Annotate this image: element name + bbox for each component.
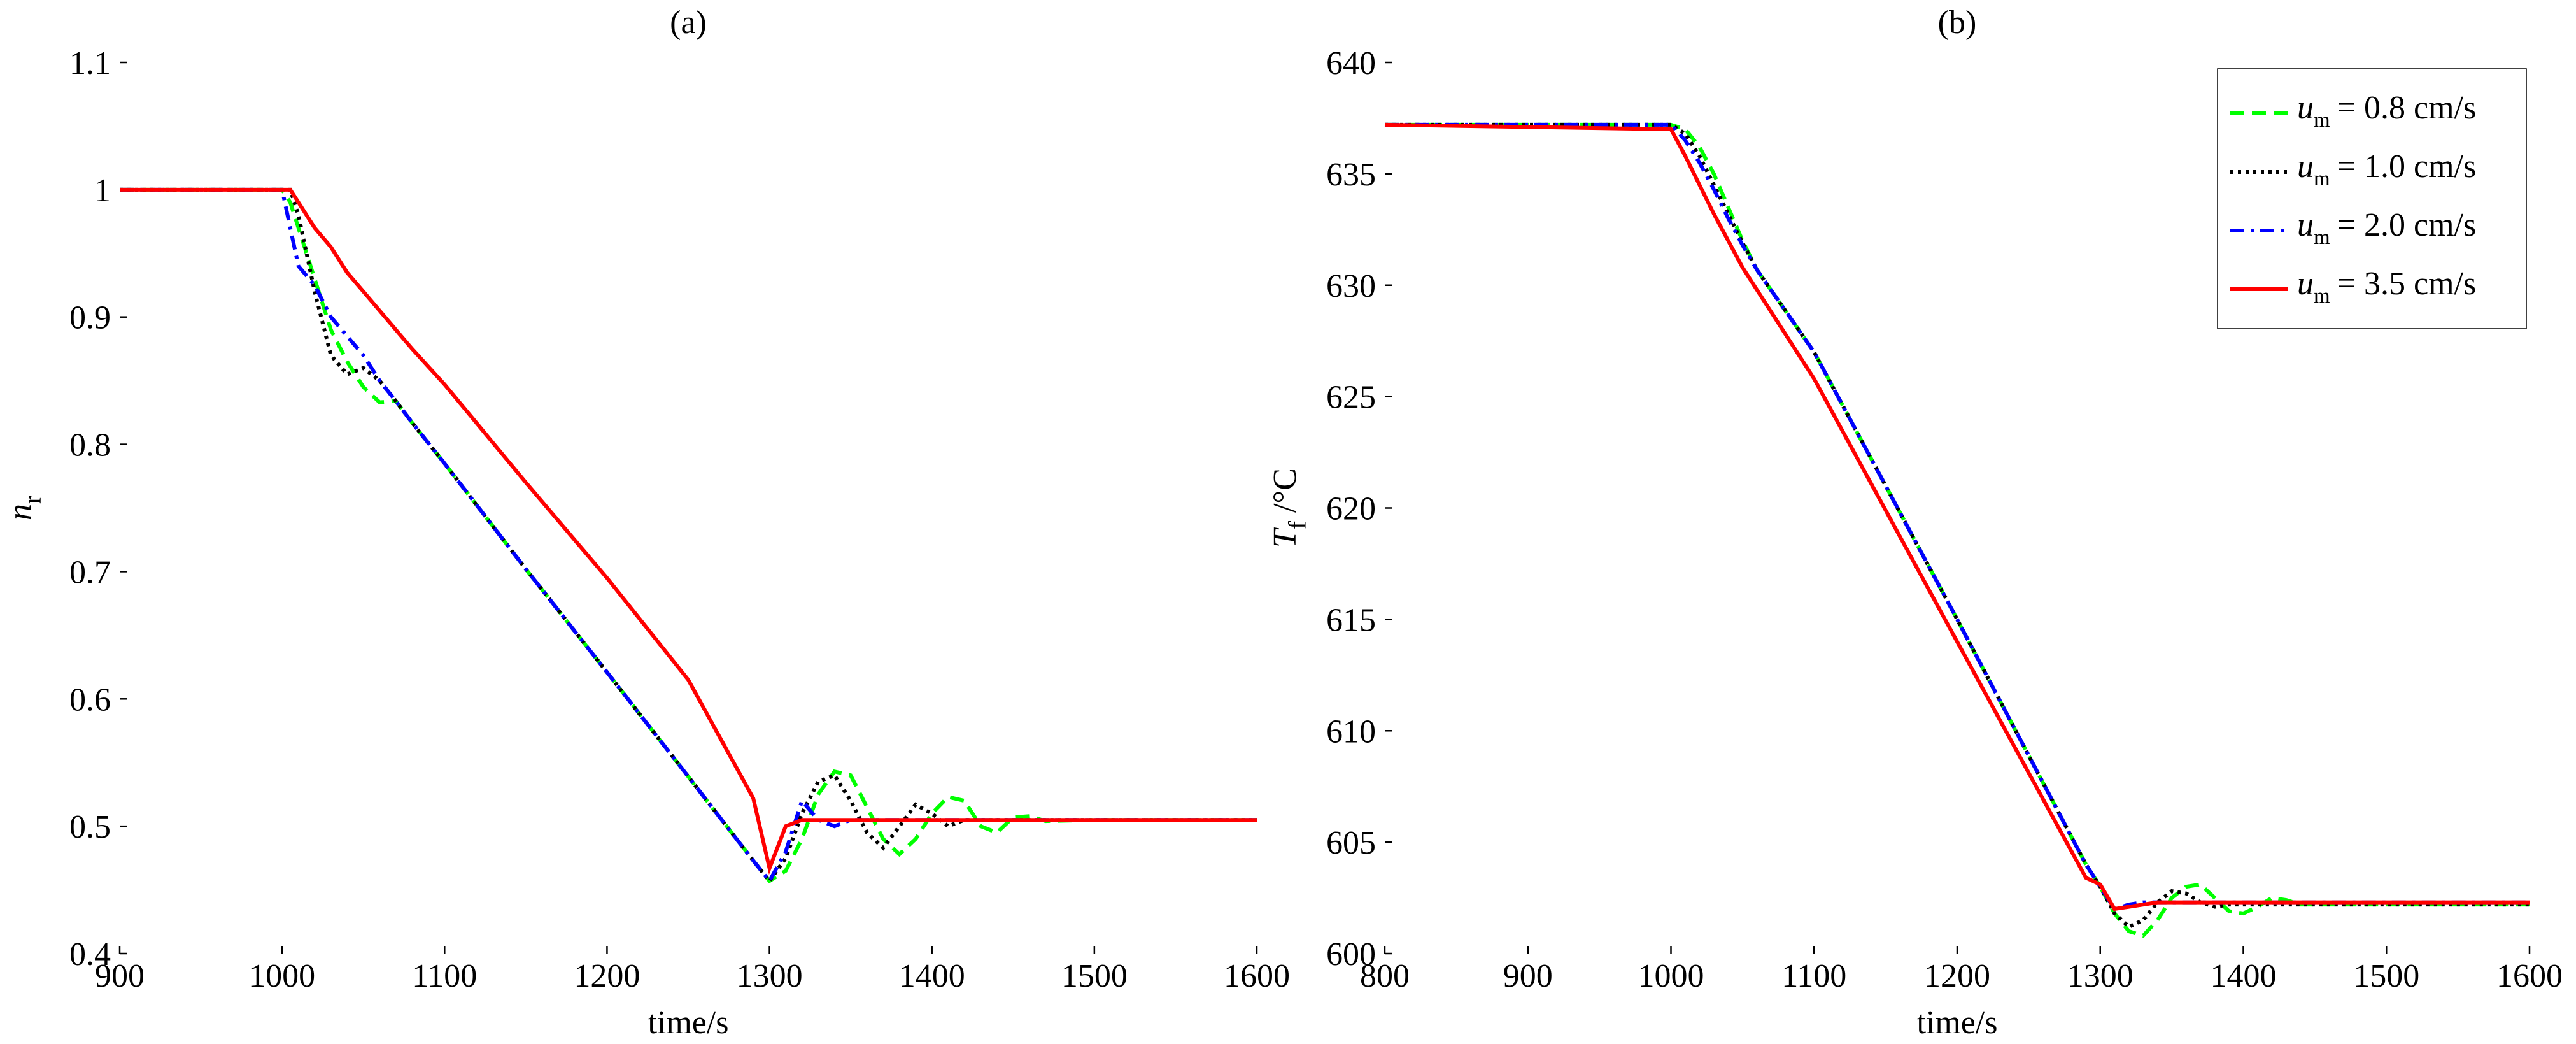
y-tick-label: 0.6	[69, 682, 111, 718]
y-tick-label: 0.7	[69, 554, 111, 590]
data-line	[120, 187, 1257, 875]
y-tick-label: 600	[1326, 936, 1376, 973]
legend-label: um = 1.0 cm/s	[2297, 148, 2476, 190]
x-tick-label: 1300	[737, 958, 803, 994]
subscript: f	[1284, 521, 1312, 529]
chart-title: (a)	[670, 4, 707, 41]
y-axis-label: nr	[2, 496, 46, 520]
y-tick-label: 620	[1326, 491, 1376, 527]
y-tick-label: 0.5	[69, 809, 111, 845]
subscript: r	[19, 496, 46, 504]
text: = 3.5 cm/s	[2337, 266, 2477, 302]
chart-title: (b)	[1938, 4, 1977, 41]
subscript: m	[2314, 168, 2330, 190]
y-tick-label: 0.4	[69, 936, 111, 973]
y-tick-label: 1	[94, 173, 111, 209]
subscript: m	[2314, 109, 2330, 132]
y-tick-label: 605	[1326, 825, 1376, 861]
text: = 1.0 cm/s	[2337, 148, 2477, 185]
subscript: m	[2314, 285, 2330, 308]
x-tick-label: 1000	[1638, 958, 1704, 994]
symbol: u	[2297, 90, 2314, 126]
y-tick-label: 1.1	[69, 45, 111, 82]
y-tick-label: 630	[1326, 268, 1376, 304]
x-tick-label: 1100	[1781, 958, 1846, 994]
y-tick-label: 635	[1326, 157, 1376, 193]
text: /°C	[1267, 468, 1303, 513]
symbol: u	[2297, 148, 2314, 185]
x-tick-label: 1200	[1924, 958, 1990, 994]
x-tick-label: 1500	[1061, 958, 1128, 994]
legend-box	[2217, 68, 2527, 329]
y-tick-label: 610	[1326, 713, 1376, 750]
x-axis-label: time/s	[1916, 1005, 1997, 1041]
x-tick-label: 1000	[249, 958, 315, 994]
subscript: m	[2314, 226, 2330, 249]
y-tick-label: 0.8	[69, 427, 111, 464]
symbol: u	[2297, 207, 2314, 243]
legend-label: um = 3.5 cm/s	[2297, 266, 2476, 308]
text: = 0.8 cm/s	[2337, 90, 2477, 126]
symbol: n	[2, 504, 38, 520]
x-tick-label: 900	[95, 958, 145, 994]
legend-label: um = 0.8 cm/s	[2297, 90, 2476, 132]
x-tick-label: 1200	[574, 958, 640, 994]
data-line	[1385, 122, 2530, 929]
x-tick-label: 1500	[2353, 958, 2419, 994]
data-line	[1384, 122, 2530, 912]
data-line	[1385, 122, 2530, 938]
y-tick-label: 0.9	[69, 300, 111, 336]
x-tick-label: 1400	[899, 958, 965, 994]
x-tick-label: 1600	[2496, 958, 2563, 994]
x-tick-label: 900	[1503, 958, 1553, 994]
x-tick-label: 1600	[1224, 958, 1290, 994]
y-tick-label: 615	[1326, 602, 1376, 638]
data-line	[120, 187, 1257, 884]
x-axis-label: time/s	[648, 1005, 728, 1041]
y-tick-label: 640	[1326, 45, 1376, 82]
x-tick-label: 1100	[412, 958, 477, 994]
legend-label: um = 2.0 cm/s	[2297, 207, 2476, 249]
symbol: u	[2297, 266, 2314, 302]
x-tick-label: 1400	[2211, 958, 2277, 994]
symbol: T	[1267, 527, 1303, 548]
x-tick-label: 1300	[2067, 958, 2134, 994]
y-axis-label: Tf /°C	[1267, 468, 1312, 548]
y-tick-label: 625	[1326, 380, 1376, 416]
text: = 2.0 cm/s	[2337, 207, 2477, 243]
x-tick-label: 800	[1360, 958, 1410, 994]
